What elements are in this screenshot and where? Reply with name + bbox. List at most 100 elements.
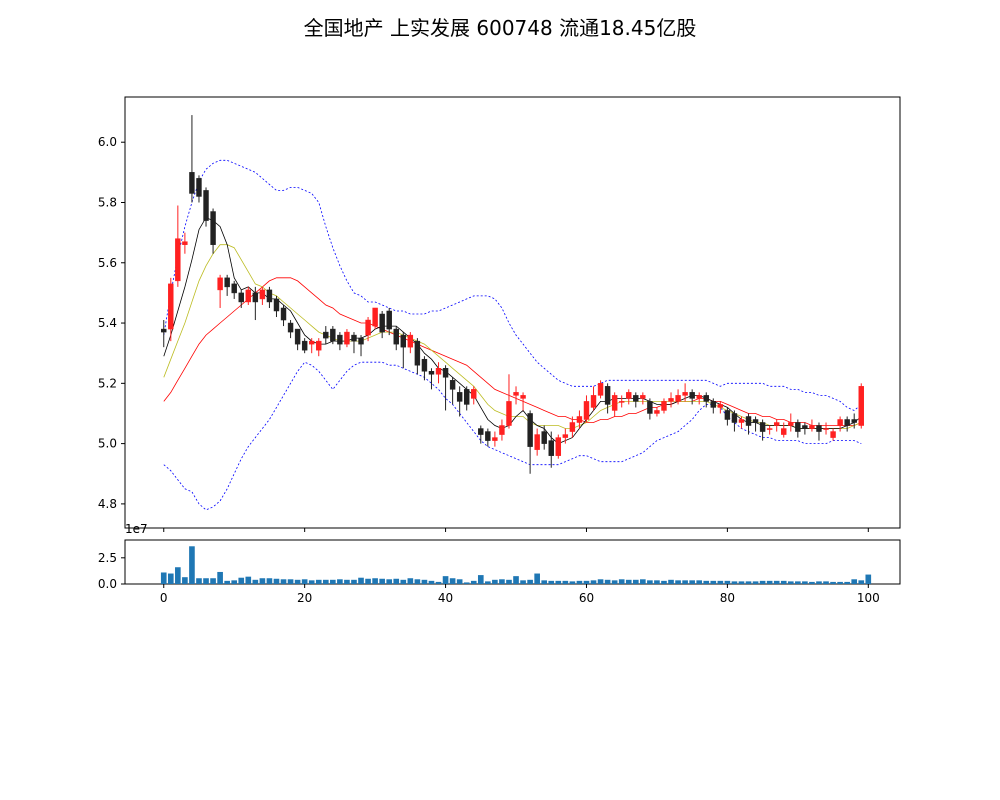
candle-body <box>788 422 794 426</box>
volume-bar <box>661 580 667 584</box>
volume-bar <box>766 580 773 584</box>
volume-bar <box>365 578 371 584</box>
candle-body <box>358 337 364 345</box>
candle-body <box>724 410 731 420</box>
candle-body <box>745 416 752 426</box>
price-ytick-label: 5.0 <box>98 437 117 451</box>
volume-bar <box>308 580 315 584</box>
volume-bar <box>632 579 639 584</box>
candle-body <box>175 238 181 282</box>
volume-bar <box>696 580 703 584</box>
volume-xtick-label: 60 <box>579 591 594 605</box>
volume-bar <box>182 577 188 584</box>
chart-title: 全国地产 上实发展 600748 流通18.45亿股 <box>303 16 697 40</box>
candle-body <box>492 437 498 441</box>
candle-body <box>252 292 259 303</box>
candle-body <box>752 419 759 423</box>
volume-bar <box>393 578 400 584</box>
ma5-line <box>163 217 862 445</box>
candle-body <box>844 419 850 426</box>
volume-bar <box>654 580 660 584</box>
boll-upper-line <box>163 159 862 411</box>
volume-bar <box>344 579 350 584</box>
volume-bar <box>611 580 618 584</box>
volume-bar <box>259 578 266 584</box>
volume-bar <box>167 573 174 584</box>
price-panel: 4.8 5.0 5.2 5.4 5.6 5.8 6.0 <box>98 96 901 532</box>
candle-body <box>604 386 611 405</box>
volume-xtick-label: 100 <box>857 591 880 605</box>
volume-bar <box>485 581 491 584</box>
candle-body <box>766 428 773 430</box>
candle-body <box>231 283 237 294</box>
candle-body <box>182 241 188 245</box>
candle-body <box>421 358 428 372</box>
candle-body <box>379 313 385 333</box>
candle-body <box>731 413 738 423</box>
candle-body <box>555 437 562 456</box>
candle-body <box>513 392 519 396</box>
volume-bar <box>506 579 512 584</box>
candle-body <box>224 277 230 288</box>
candle-body <box>316 340 322 351</box>
candle-body <box>548 440 554 456</box>
candle-body <box>365 319 371 336</box>
candle-body <box>520 395 526 399</box>
volume-xtick-label: 20 <box>297 591 312 605</box>
candle-body <box>393 328 399 345</box>
volume-bar <box>315 579 322 584</box>
volume-bar <box>675 580 681 584</box>
candle-body <box>196 178 202 197</box>
volume-bar <box>520 580 526 584</box>
candle-body <box>308 340 315 345</box>
candle-body <box>189 172 195 194</box>
volume-bar <box>294 579 301 584</box>
volume-bar <box>703 580 710 584</box>
volume-bar <box>492 579 498 584</box>
candle-body <box>633 395 639 402</box>
candle-body <box>703 395 709 402</box>
price-ytick-label: 6.0 <box>98 135 117 149</box>
candle-body <box>717 404 724 408</box>
volume-bar <box>618 579 625 584</box>
candle-body <box>527 413 533 447</box>
volume-bar <box>780 580 787 584</box>
candle-body <box>485 431 491 441</box>
volume-bar <box>647 580 653 584</box>
candle-body <box>280 307 287 321</box>
candle-body <box>478 428 484 435</box>
volume-bar <box>858 580 865 584</box>
candle-body <box>161 328 167 333</box>
volume-bar <box>809 581 815 584</box>
candle-body <box>245 289 252 303</box>
candle-body <box>414 340 421 366</box>
candle-body <box>456 392 463 402</box>
volume-bar <box>499 579 505 584</box>
volume-panel: 0.0 2.5 0 20 40 60 80 100 1e7 <box>98 522 901 605</box>
volume-bar <box>287 579 294 584</box>
volume-ytick-label: 0.0 <box>98 577 117 591</box>
candle-body <box>463 389 470 405</box>
volume-ytick-label: 2.5 <box>98 551 117 565</box>
volume-xtick-label: 80 <box>720 591 735 605</box>
candle-body <box>210 211 216 245</box>
volume-bar <box>689 580 695 584</box>
volume-bar <box>337 579 343 584</box>
candle-body <box>795 422 801 432</box>
candle-body <box>837 419 843 426</box>
candle-body <box>386 310 392 330</box>
candle-body <box>696 395 702 399</box>
volume-bar <box>724 580 731 584</box>
volume-bar <box>280 579 287 584</box>
candle-body <box>661 401 667 411</box>
price-ytick-label: 5.2 <box>98 376 117 390</box>
candle-body <box>168 283 174 330</box>
candle-body <box>640 395 646 399</box>
volume-bar <box>435 581 442 584</box>
volume-bar <box>407 578 414 584</box>
candle-body <box>618 401 625 403</box>
volume-bar <box>196 578 202 584</box>
volume-bar <box>477 575 484 584</box>
volume-bar <box>463 582 470 584</box>
volume-bar <box>731 581 738 584</box>
